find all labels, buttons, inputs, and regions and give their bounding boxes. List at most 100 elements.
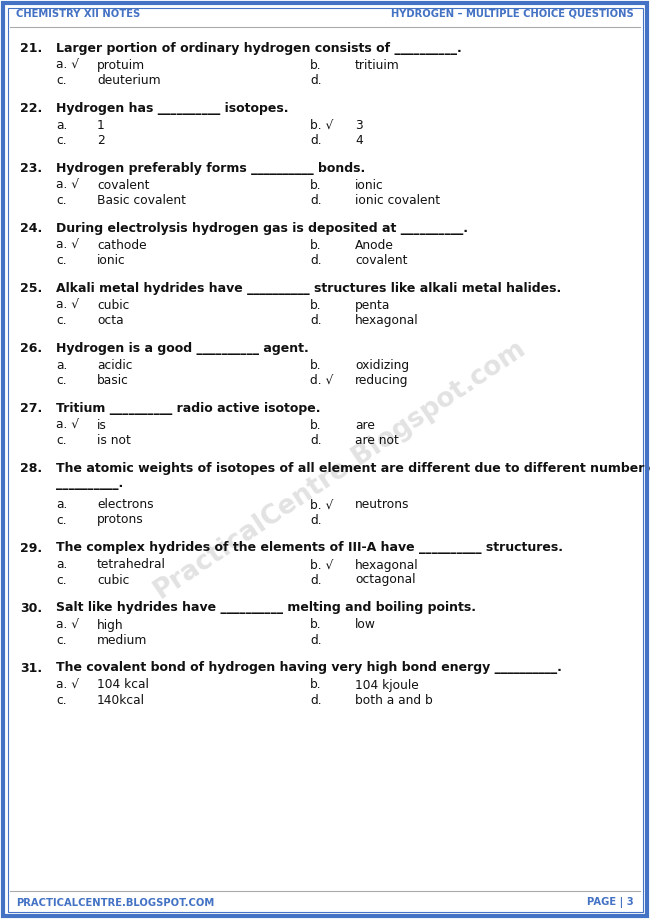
Text: During electrolysis hydrogen gas is deposited at __________.: During electrolysis hydrogen gas is depo… bbox=[56, 222, 468, 235]
Text: tritiuim: tritiuim bbox=[355, 59, 400, 72]
Text: c.: c. bbox=[56, 633, 66, 646]
Text: 1: 1 bbox=[97, 119, 105, 132]
Text: c.: c. bbox=[56, 374, 66, 387]
Text: 104 kjoule: 104 kjoule bbox=[355, 678, 419, 691]
Text: Salt like hydrides have __________ melting and boiling points.: Salt like hydrides have __________ melti… bbox=[56, 602, 476, 615]
Text: HYDROGEN – MULTIPLE CHOICE QUESTIONS: HYDROGEN – MULTIPLE CHOICE QUESTIONS bbox=[391, 9, 634, 19]
Text: b. √: b. √ bbox=[310, 119, 333, 132]
Text: protuim: protuim bbox=[97, 59, 145, 72]
Text: d.: d. bbox=[310, 514, 322, 527]
Text: Anode: Anode bbox=[355, 239, 394, 252]
Text: The covalent bond of hydrogen having very high bond energy __________.: The covalent bond of hydrogen having ver… bbox=[56, 662, 562, 675]
Text: deuterium: deuterium bbox=[97, 74, 161, 87]
Text: d.: d. bbox=[310, 573, 322, 586]
Text: ionic covalent: ionic covalent bbox=[355, 194, 440, 207]
Text: both a and b: both a and b bbox=[355, 694, 433, 707]
Text: a. √: a. √ bbox=[56, 59, 79, 72]
Text: octa: octa bbox=[97, 314, 124, 327]
Text: a. √: a. √ bbox=[56, 239, 79, 252]
Text: reducing: reducing bbox=[355, 374, 408, 387]
Text: 25.: 25. bbox=[20, 282, 42, 295]
Text: a. √: a. √ bbox=[56, 618, 79, 631]
Text: 21.: 21. bbox=[20, 42, 42, 55]
Text: a.: a. bbox=[56, 119, 68, 132]
Text: b.: b. bbox=[310, 179, 322, 192]
Text: a.: a. bbox=[56, 559, 68, 572]
Text: cathode: cathode bbox=[97, 239, 147, 252]
Text: 29.: 29. bbox=[20, 541, 42, 554]
Text: Hydrogen is a good __________ agent.: Hydrogen is a good __________ agent. bbox=[56, 342, 309, 355]
Text: Alkali metal hydrides have __________ structures like alkali metal halides.: Alkali metal hydrides have __________ st… bbox=[56, 282, 561, 295]
Text: b. √: b. √ bbox=[310, 498, 333, 512]
Text: d.: d. bbox=[310, 314, 322, 327]
Text: c.: c. bbox=[56, 694, 66, 707]
Text: ionic: ionic bbox=[97, 254, 125, 267]
Text: b.: b. bbox=[310, 678, 322, 691]
Text: 28.: 28. bbox=[20, 462, 42, 475]
Text: penta: penta bbox=[355, 299, 391, 312]
Text: a. √: a. √ bbox=[56, 419, 79, 432]
Text: Basic covalent: Basic covalent bbox=[97, 194, 186, 207]
Text: b. √: b. √ bbox=[310, 559, 333, 572]
Text: are not: are not bbox=[355, 434, 399, 447]
Text: d.: d. bbox=[310, 134, 322, 147]
Text: d. √: d. √ bbox=[310, 374, 333, 387]
Text: octagonal: octagonal bbox=[355, 573, 415, 586]
Text: b.: b. bbox=[310, 59, 322, 72]
Text: 22.: 22. bbox=[20, 102, 42, 115]
Text: b.: b. bbox=[310, 419, 322, 432]
Text: Tritium __________ radio active isotope.: Tritium __________ radio active isotope. bbox=[56, 402, 320, 415]
Text: cubic: cubic bbox=[97, 573, 129, 586]
Text: ionic: ionic bbox=[355, 179, 384, 192]
Text: The atomic weights of isotopes of all element are different due to different num: The atomic weights of isotopes of all el… bbox=[56, 462, 650, 475]
Text: d.: d. bbox=[310, 434, 322, 447]
Text: 31.: 31. bbox=[20, 662, 42, 675]
Text: d.: d. bbox=[310, 694, 322, 707]
Text: PracticalCentre.Blogspot.com: PracticalCentre.Blogspot.com bbox=[149, 335, 531, 604]
Text: is: is bbox=[97, 419, 107, 432]
Text: a. √: a. √ bbox=[56, 678, 79, 691]
Text: CHEMISTRY XII NOTES: CHEMISTRY XII NOTES bbox=[16, 9, 140, 19]
Text: 23.: 23. bbox=[20, 162, 42, 175]
Text: 3: 3 bbox=[355, 119, 363, 132]
Text: a.: a. bbox=[56, 498, 68, 512]
Text: b.: b. bbox=[310, 299, 322, 312]
Text: d.: d. bbox=[310, 74, 322, 87]
Text: a. √: a. √ bbox=[56, 179, 79, 192]
Text: c.: c. bbox=[56, 134, 66, 147]
Text: c.: c. bbox=[56, 314, 66, 327]
Text: c.: c. bbox=[56, 194, 66, 207]
Text: covalent: covalent bbox=[97, 179, 150, 192]
Text: 104 kcal: 104 kcal bbox=[97, 678, 149, 691]
FancyBboxPatch shape bbox=[3, 3, 647, 916]
Text: high: high bbox=[97, 618, 124, 631]
Text: c.: c. bbox=[56, 254, 66, 267]
Text: PRACTICALCENTRE.BLOGSPOT.COM: PRACTICALCENTRE.BLOGSPOT.COM bbox=[16, 898, 214, 908]
Text: hexagonal: hexagonal bbox=[355, 314, 419, 327]
Text: The complex hydrides of the elements of III-A have __________ structures.: The complex hydrides of the elements of … bbox=[56, 541, 563, 554]
Text: 26.: 26. bbox=[20, 342, 42, 355]
Text: 27.: 27. bbox=[20, 402, 42, 415]
Text: hexagonal: hexagonal bbox=[355, 559, 419, 572]
Text: electrons: electrons bbox=[97, 498, 153, 512]
Text: cubic: cubic bbox=[97, 299, 129, 312]
Text: c.: c. bbox=[56, 434, 66, 447]
Text: PAGE | 3: PAGE | 3 bbox=[588, 898, 634, 909]
Text: a. √: a. √ bbox=[56, 299, 79, 312]
Text: basic: basic bbox=[97, 374, 129, 387]
Text: a.: a. bbox=[56, 359, 68, 372]
Text: Larger portion of ordinary hydrogen consists of __________.: Larger portion of ordinary hydrogen cons… bbox=[56, 42, 462, 55]
Text: __________.: __________. bbox=[56, 477, 124, 490]
Text: tetrahedral: tetrahedral bbox=[97, 559, 166, 572]
Text: b.: b. bbox=[310, 239, 322, 252]
Text: neutrons: neutrons bbox=[355, 498, 410, 512]
Text: covalent: covalent bbox=[355, 254, 408, 267]
Text: d.: d. bbox=[310, 194, 322, 207]
Text: d.: d. bbox=[310, 254, 322, 267]
Text: medium: medium bbox=[97, 633, 148, 646]
Text: c.: c. bbox=[56, 514, 66, 527]
Text: 30.: 30. bbox=[20, 602, 42, 615]
Text: b.: b. bbox=[310, 618, 322, 631]
Text: protons: protons bbox=[97, 514, 144, 527]
Text: Hydrogen has __________ isotopes.: Hydrogen has __________ isotopes. bbox=[56, 102, 289, 115]
